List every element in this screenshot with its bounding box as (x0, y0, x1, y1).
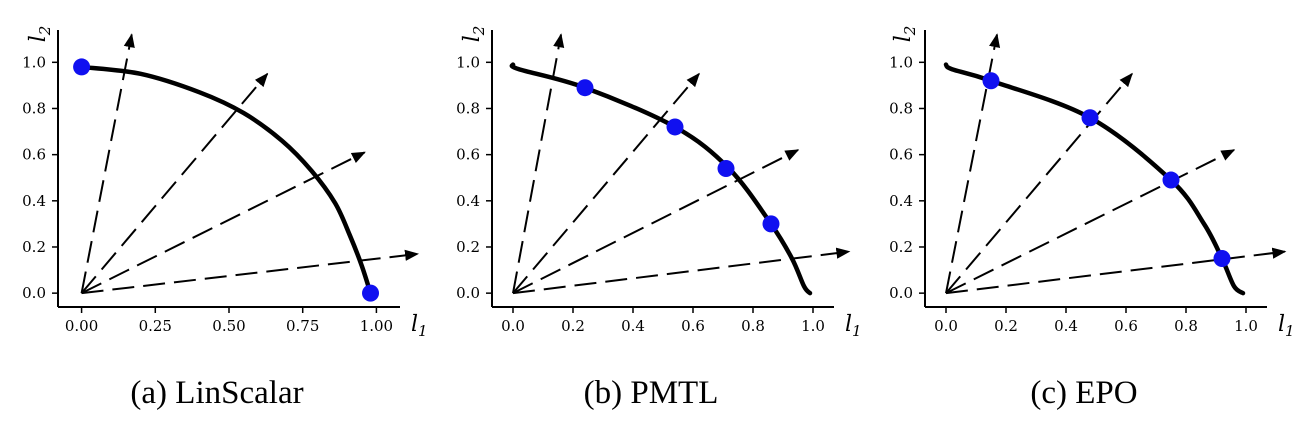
y-tick-label: 0.2 (889, 238, 913, 256)
x-tick-label: 1.0 (1234, 317, 1258, 335)
y-tick-label: 0.4 (22, 192, 46, 210)
solution-point (1162, 171, 1180, 189)
y-tick-label: 1.0 (22, 53, 46, 71)
preference-ray (945, 149, 1236, 295)
solution-point (717, 160, 735, 177)
caption-epo: (c) EPO (1030, 375, 1137, 411)
preference-ray (80, 72, 269, 294)
y-tick-label: 0.0 (889, 284, 913, 302)
y-tick-label: 0.6 (889, 146, 913, 164)
y-tick-label: 1.0 (456, 53, 480, 71)
plot-area: 0.0 0.2 0.4 0.6 0.8 1.0 0.0 0.2 0.4 0.6 0.8 1.0 (889, 30, 1287, 335)
plot-area: 0.00 0.25 0.50 0.75 1.00 0.0 0.2 0.4 0.6 0.8 1.0 (22, 30, 420, 335)
x-tick-label: 0.0 (501, 317, 525, 335)
solution-point (762, 215, 780, 233)
y-tick-label: 0.2 (22, 238, 46, 256)
solution-point (362, 284, 380, 302)
x-tick-label: 0.8 (741, 317, 765, 335)
preference-ray (81, 151, 366, 295)
x-tick-label: 0.2 (561, 317, 585, 335)
y-tick-label: 0.4 (456, 192, 480, 210)
y-tick-label: 0.6 (22, 146, 46, 164)
y-axis-label: l2 (891, 26, 919, 43)
x-tick-label: 0.25 (139, 317, 172, 335)
solution-point (666, 118, 684, 136)
pareto-front-curve (79, 64, 373, 296)
x-axis-label: l1 (1278, 312, 1295, 340)
y-tick-label: 1.0 (889, 53, 913, 71)
caption-pmtl: (b) PMTL (584, 375, 719, 411)
panel-epo: (c) EPO l2 l1 (891, 26, 1295, 411)
x-tick-label: 0.6 (681, 317, 705, 335)
x-axis-label: l1 (845, 312, 862, 340)
x-axis-label: l1 (411, 312, 428, 340)
solution-point (576, 79, 594, 97)
pareto-front-curve (943, 62, 1246, 296)
x-tick-label: 0.8 (1174, 317, 1198, 335)
y-axis-label: l2 (26, 26, 54, 43)
preference-ray (512, 149, 800, 295)
solution-point (73, 58, 91, 76)
x-tick-label: 0.00 (65, 317, 98, 335)
plot-area: 0.0 0.2 0.4 0.6 0.8 1.0 0.0 0.2 0.4 0.6 0.8 1.0 (456, 30, 851, 335)
panel-linscalar: (a) LinScalar l2 l1 (26, 26, 428, 411)
y-tick-label: 0.4 (889, 192, 913, 210)
preference-ray (512, 72, 700, 294)
y-tick-label: 0.0 (22, 284, 46, 302)
solution-point (982, 72, 1000, 90)
x-tick-label: 0.4 (1054, 317, 1078, 335)
y-tick-label: 0.2 (456, 238, 480, 256)
y-axis-label: l2 (460, 26, 488, 43)
y-tick-label: 0.0 (456, 284, 480, 302)
plot-layer: 0.00 0.25 0.50 0.75 1.000.00.20.40.60.81.00.… (22, 30, 1287, 335)
x-tick-label: 0.2 (994, 317, 1018, 335)
caption-linscalar: (a) LinScalar (130, 375, 303, 411)
x-tick-label: 0.50 (212, 317, 245, 335)
pareto-front-curve (509, 62, 813, 296)
preference-ray (80, 33, 135, 294)
panel-pmtl: (b) PMTL l2 l1 (460, 26, 862, 411)
x-tick-label: 0.0 (934, 317, 958, 335)
x-tick-label: 0.75 (286, 317, 319, 335)
x-tick-label: 1.00 (360, 317, 393, 335)
x-tick-label: 1.0 (801, 317, 825, 335)
y-tick-label: 0.6 (456, 146, 480, 164)
y-tick-label: 0.8 (456, 99, 480, 117)
preference-ray (945, 72, 1133, 294)
y-tick-label: 0.8 (889, 99, 913, 117)
y-tick-label: 0.8 (22, 99, 46, 117)
x-tick-label: 0.6 (1114, 317, 1138, 335)
solution-point (1081, 109, 1099, 127)
solution-point (1213, 250, 1231, 268)
x-tick-label: 0.4 (621, 317, 645, 335)
